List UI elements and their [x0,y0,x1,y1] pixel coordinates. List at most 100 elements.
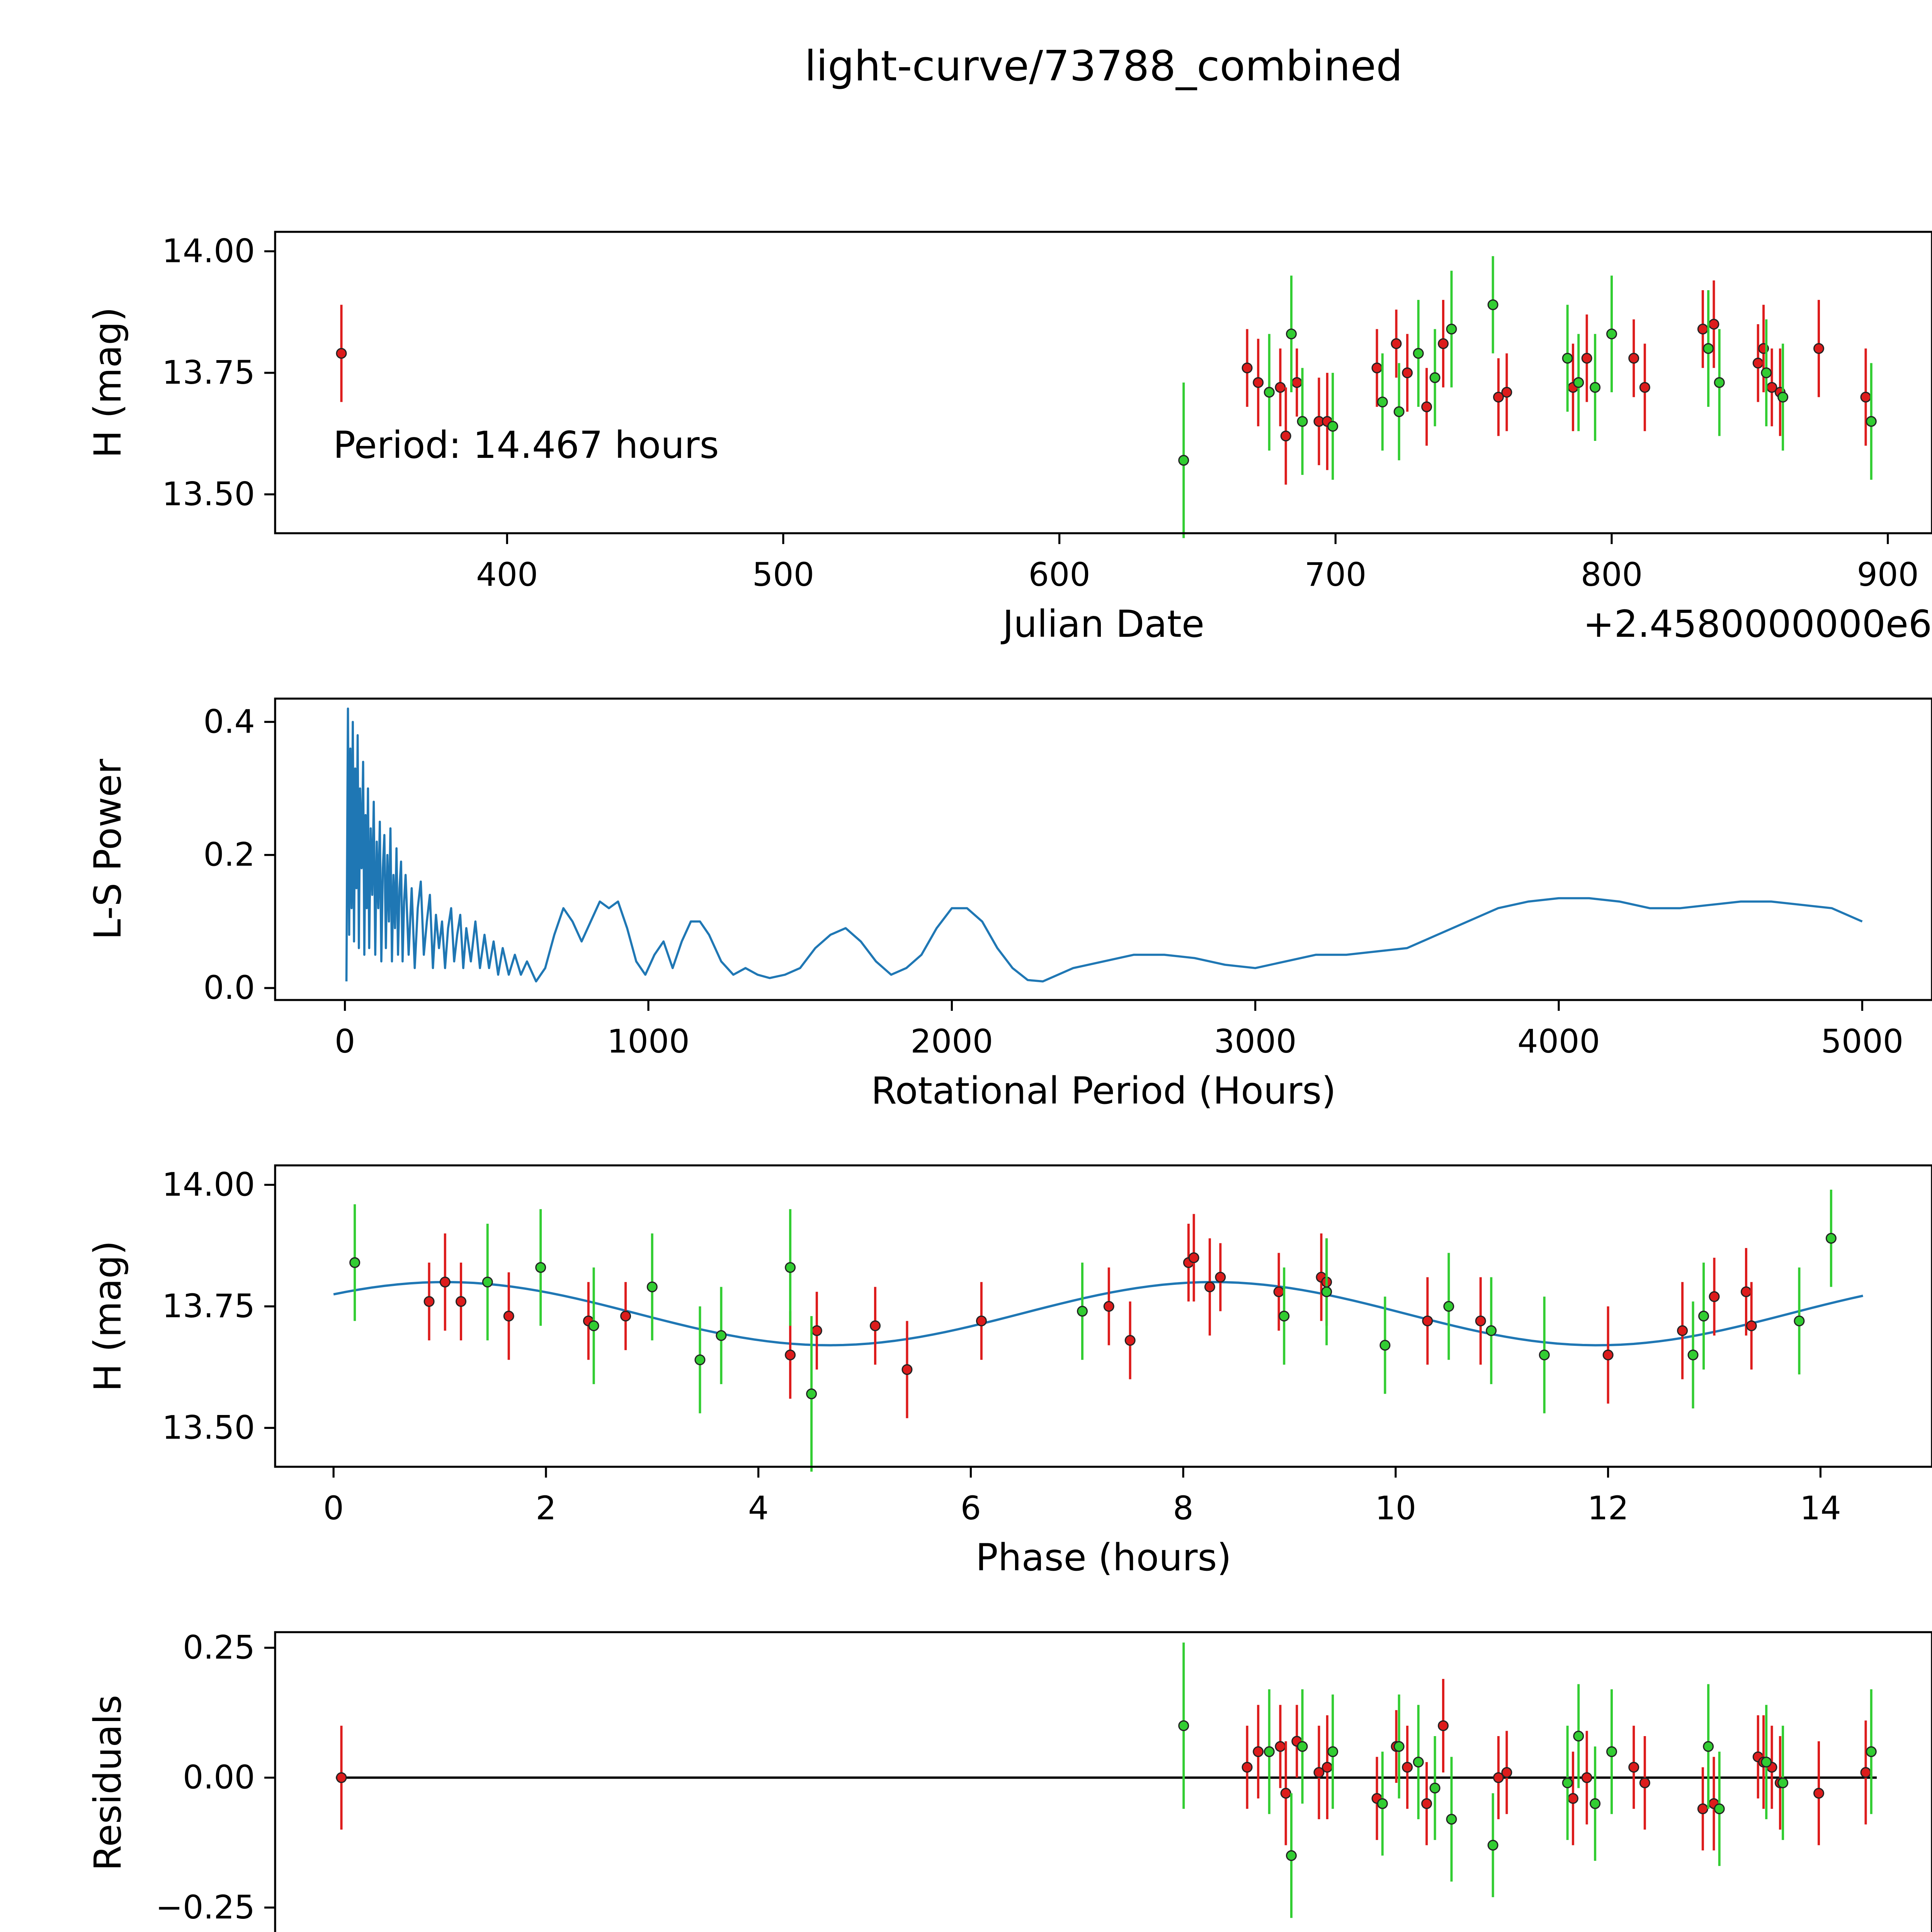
green-data-point [1321,1286,1332,1298]
x-tick-label: 500 [752,556,814,594]
red-data-point [1752,357,1764,369]
green-data-point [1377,396,1388,408]
red-data-point [1103,1301,1114,1312]
green-data-point [535,1262,546,1273]
green-data-point [1590,382,1601,393]
green-data-point [1446,323,1457,335]
green-data-point [1714,1803,1725,1815]
red-data-point [1581,353,1592,364]
x-axis-offset-label: +2.4580000000e6 [1583,602,1932,646]
figure-title: light-curve/73788_combined [804,42,1403,90]
green-data-point [1703,1741,1714,1752]
red-data-point [423,1296,435,1307]
green-data-point [1761,367,1772,378]
red-data-point [1813,343,1824,354]
green-data-point [1714,377,1725,388]
x-tick-label: 900 [1857,556,1918,594]
green-data-point [1703,343,1714,354]
axes-frame [274,697,1932,1001]
red-data-point [1253,377,1264,388]
red-data-point [1421,401,1432,412]
x-tick-label: 10 [1375,1489,1416,1527]
green-data-point [1286,1850,1297,1861]
red-data-point [336,1772,347,1783]
green-data-point [806,1388,817,1400]
red-data-point [503,1311,514,1322]
green-data-point [716,1330,727,1341]
red-data-point [336,348,347,359]
y-tick-label: −0.25 [156,1888,255,1926]
green-data-point [1487,299,1498,310]
x-tick-label: 800 [1581,556,1643,594]
red-data-point [901,1364,913,1375]
green-data-point [1562,1777,1573,1789]
panel-jd-lightcurve: 400 500 600 700 800 900 13.50 13.75 14.00 Julian … [86,231,1932,646]
red-data-point [1708,319,1719,330]
y-axis-label: L-S Power [86,759,129,940]
red-data-point [1628,1762,1639,1773]
green-data-point [588,1320,599,1332]
green-data-point [1413,1757,1424,1768]
y-tick-label: 13.75 [162,1287,255,1325]
red-data-point [1280,1787,1291,1799]
x-tick-label: 4000 [1517,1022,1600,1060]
red-data-point [1697,323,1708,335]
periodogram-curve [345,707,1863,983]
x-axis-label: Julian Date [1001,602,1204,646]
green-data-point [1777,1777,1789,1789]
x-axis-label: Phase (hours) [976,1536,1231,1579]
green-data-point [1573,377,1584,388]
panel-periodogram: 0 1000 2000 3000 4000 5000 0.0 0.2 0.4 Rotational… [86,697,1932,1112]
green-data-point [1866,1746,1877,1757]
red-data-point [1746,1320,1757,1332]
x-tick-label: 400 [476,556,538,594]
red-data-point [1280,430,1291,442]
red-data-point [1242,362,1253,374]
y-axis-label: H (mag) [86,307,129,458]
green-data-point [1429,372,1440,383]
axes-frame [274,1631,1932,1932]
green-data-point [785,1262,796,1273]
red-data-point [1813,1787,1824,1799]
y-tick-label: 0.00 [183,1759,255,1796]
green-data-point [694,1354,706,1366]
green-data-point [1413,348,1424,359]
green-data-point [1443,1301,1454,1312]
green-data-point [1825,1233,1837,1244]
red-data-point [976,1315,987,1327]
red-data-point [1567,1793,1578,1804]
x-tick-label: 2 [536,1489,556,1527]
red-data-point [785,1349,796,1361]
red-data-point [439,1276,451,1287]
green-data-point [1377,1798,1388,1809]
axes-frame [274,231,1932,534]
green-data-point [1761,1757,1772,1768]
red-data-point [1275,382,1286,393]
green-data-point [1264,1746,1275,1757]
red-data-point [1204,1281,1215,1293]
fit-curve [333,1281,1863,1347]
green-data-point [1446,1814,1457,1825]
green-data-point [1264,387,1275,398]
red-data-point [1242,1762,1253,1773]
x-tick-label: 0 [323,1489,344,1527]
red-data-point [620,1311,631,1322]
red-data-point [1402,1762,1413,1773]
period-annotation: Period: 14.467 hours [333,423,719,467]
x-tick-label: 700 [1304,556,1366,594]
red-data-point [1313,1767,1325,1778]
red-data-point [1391,338,1402,349]
green-data-point [1698,1311,1709,1322]
green-data-point [1866,416,1877,427]
red-data-point [1602,1349,1614,1361]
green-data-point [1393,1741,1405,1752]
green-data-point [1077,1306,1088,1317]
x-tick-label: 4 [748,1489,769,1527]
x-tick-label: 5000 [1821,1022,1903,1060]
red-data-point [1291,377,1303,388]
green-data-point [1794,1315,1805,1327]
green-data-point [1777,391,1789,403]
x-tick-label: 3000 [1214,1022,1297,1060]
y-tick-label: 0.0 [203,969,255,1007]
